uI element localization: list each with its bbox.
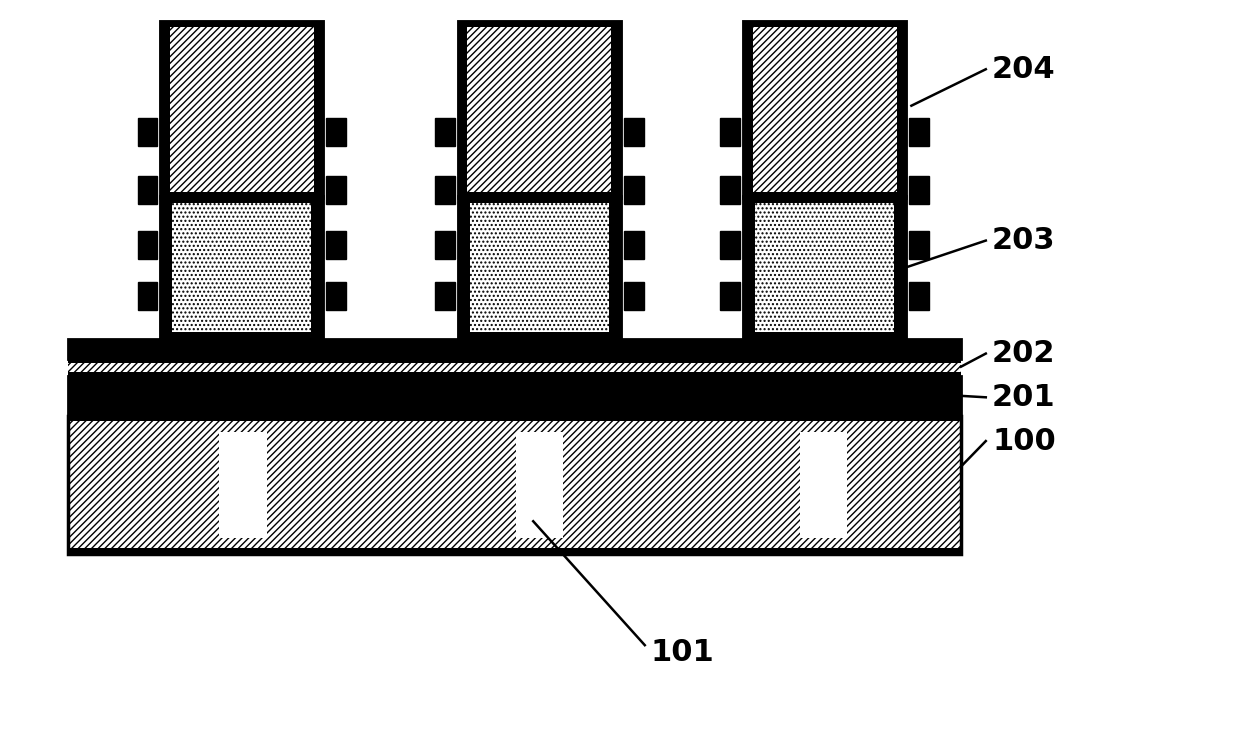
Bar <box>720 282 740 310</box>
Text: 202: 202 <box>992 339 1055 368</box>
Bar <box>516 432 563 538</box>
Bar <box>161 22 322 197</box>
Bar <box>909 282 929 310</box>
Bar <box>909 118 929 146</box>
Bar <box>68 416 961 554</box>
Bar <box>467 27 611 192</box>
Bar <box>435 282 455 310</box>
Bar <box>459 22 620 197</box>
Bar <box>68 359 961 363</box>
Bar <box>800 432 847 538</box>
Bar <box>138 176 157 204</box>
Bar <box>467 27 611 192</box>
Text: 204: 204 <box>992 55 1055 84</box>
Bar <box>170 27 314 192</box>
Text: 203: 203 <box>992 226 1055 255</box>
Bar <box>744 22 905 197</box>
Bar <box>470 203 609 332</box>
Bar <box>624 282 644 310</box>
Bar <box>744 197 905 339</box>
Bar <box>459 197 620 339</box>
Text: 100: 100 <box>992 426 1055 456</box>
Bar <box>68 339 961 359</box>
Bar <box>624 176 644 204</box>
Bar <box>326 231 346 259</box>
Bar <box>326 282 346 310</box>
Bar <box>624 231 644 259</box>
Bar <box>435 118 455 146</box>
Bar <box>909 231 929 259</box>
Bar <box>909 176 929 204</box>
Bar <box>720 176 740 204</box>
Bar <box>138 231 157 259</box>
Bar <box>170 27 314 192</box>
Bar <box>161 197 322 339</box>
Bar <box>68 416 961 554</box>
Bar <box>219 432 267 538</box>
Bar <box>138 282 157 310</box>
Bar <box>435 231 455 259</box>
Bar <box>624 118 644 146</box>
Bar <box>753 27 897 192</box>
Bar <box>172 203 311 332</box>
Bar <box>68 372 961 376</box>
Text: 101: 101 <box>651 638 714 667</box>
Bar <box>755 203 894 332</box>
Bar <box>720 118 740 146</box>
Bar <box>68 363 961 372</box>
Bar <box>435 176 455 204</box>
Bar <box>68 376 961 416</box>
Bar <box>68 416 961 421</box>
Bar <box>68 548 961 554</box>
Bar <box>755 203 894 332</box>
Bar <box>138 118 157 146</box>
Text: 201: 201 <box>992 383 1055 412</box>
Bar <box>753 27 897 192</box>
Bar <box>68 363 961 372</box>
Bar <box>720 231 740 259</box>
Bar <box>326 118 346 146</box>
Bar <box>326 176 346 204</box>
Bar <box>172 203 311 332</box>
Bar <box>470 203 609 332</box>
